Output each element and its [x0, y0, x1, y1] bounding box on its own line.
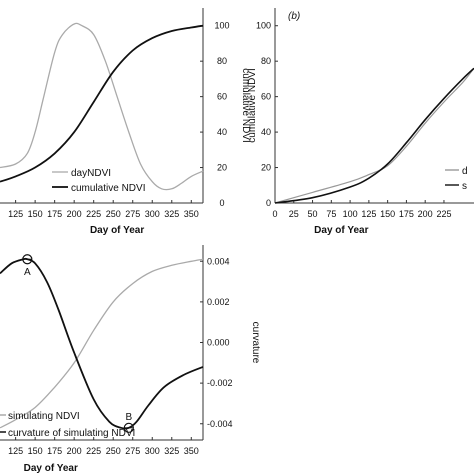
y-tick-label: 80	[261, 56, 271, 66]
x-tick-label: 125	[8, 446, 23, 456]
x-tick-label: 225	[86, 209, 101, 219]
legend-label: s	[462, 181, 467, 192]
extremum-label: B	[125, 412, 132, 423]
right-y-tick-label: -0.002	[207, 378, 233, 388]
extremum-label: A	[24, 267, 31, 278]
y-tick-label: 0	[266, 198, 271, 208]
x-tick-label: 350	[184, 446, 199, 456]
x-tick-label: 200	[418, 209, 433, 219]
x-axis-label: Day of Year	[24, 463, 78, 474]
right-y-tick-label: 100	[214, 21, 229, 31]
right-y-tick-label: 0	[219, 198, 224, 208]
x-tick-label: 25	[289, 209, 299, 219]
right-y-axis-label: cumulative NDVI	[240, 68, 251, 142]
x-axis-label: Day of Year	[90, 225, 144, 236]
x-tick-label: 225	[86, 446, 101, 456]
x-tick-label: 150	[28, 446, 43, 456]
panel-c: 125 150 175 200 225 250 275 300 325 350 0.004 0.002…	[0, 245, 261, 474]
x-tick-label: 125	[361, 209, 376, 219]
x-tick-label: 150	[380, 209, 395, 219]
y-tick-label: 60	[261, 92, 271, 102]
series-line-1	[274, 67, 474, 204]
x-tick-label: 225	[436, 209, 451, 219]
series-line-simulating-ndvi	[0, 258, 204, 429]
panel-a: 125 150 175 200 225 250 275 300 325 350 0 20 40 60 80 1…	[0, 8, 251, 236]
x-tick-label: 100	[343, 209, 358, 219]
right-y-tick-label: 0.004	[207, 256, 230, 266]
x-tick-label: 275	[125, 446, 140, 456]
right-y-tick-label: 40	[217, 127, 227, 137]
x-tick-label: 0	[272, 209, 277, 219]
y-tick-label: 100	[256, 21, 271, 31]
legend-label: d	[462, 166, 468, 177]
right-y-tick-label: 80	[217, 56, 227, 66]
x-tick-label: 275	[125, 209, 140, 219]
right-y-tick-label: -0.004	[207, 419, 233, 429]
y-axis-label: cumulative NDVI	[247, 68, 258, 142]
right-y-axis-label: curvature	[250, 322, 261, 364]
y-tick-label: 20	[261, 163, 271, 173]
series-line-cumulative-ndvi	[0, 24, 204, 183]
x-tick-label: 250	[106, 209, 121, 219]
x-tick-label: 325	[164, 446, 179, 456]
x-tick-label: 200	[67, 446, 82, 456]
x-tick-label: 200	[67, 209, 82, 219]
right-y-tick-label: 20	[217, 163, 227, 173]
legend-label: curvature of simulating NDVI	[8, 428, 135, 439]
right-y-tick-label: 0.002	[207, 297, 230, 307]
x-tick-label: 300	[145, 446, 160, 456]
x-tick-label: 175	[399, 209, 414, 219]
x-tick-label: 150	[28, 209, 43, 219]
x-tick-label: 250	[106, 446, 121, 456]
x-tick-label: 175	[47, 209, 62, 219]
series-line-curvature	[0, 257, 204, 430]
x-tick-label: 325	[164, 209, 179, 219]
legend-label: cumulative NDVI	[71, 183, 145, 194]
x-tick-label: 350	[184, 209, 199, 219]
x-tick-label: 125	[8, 209, 23, 219]
legend-label: simulating NDVI	[8, 411, 80, 422]
series-line-dayndvi	[0, 22, 204, 191]
right-y-tick-label: 0.000	[207, 338, 230, 348]
y-tick-label: 40	[261, 127, 271, 137]
x-tick-label: 50	[308, 209, 318, 219]
x-axis-label: Day of Year	[314, 225, 368, 236]
panel-label: (b)	[288, 11, 300, 22]
x-tick-label: 75	[326, 209, 336, 219]
right-y-tick-label: 60	[217, 92, 227, 102]
legend-label: dayNDVI	[71, 168, 111, 179]
series-line-2	[274, 67, 474, 204]
x-tick-label: 300	[145, 209, 160, 219]
x-tick-label: 175	[47, 446, 62, 456]
